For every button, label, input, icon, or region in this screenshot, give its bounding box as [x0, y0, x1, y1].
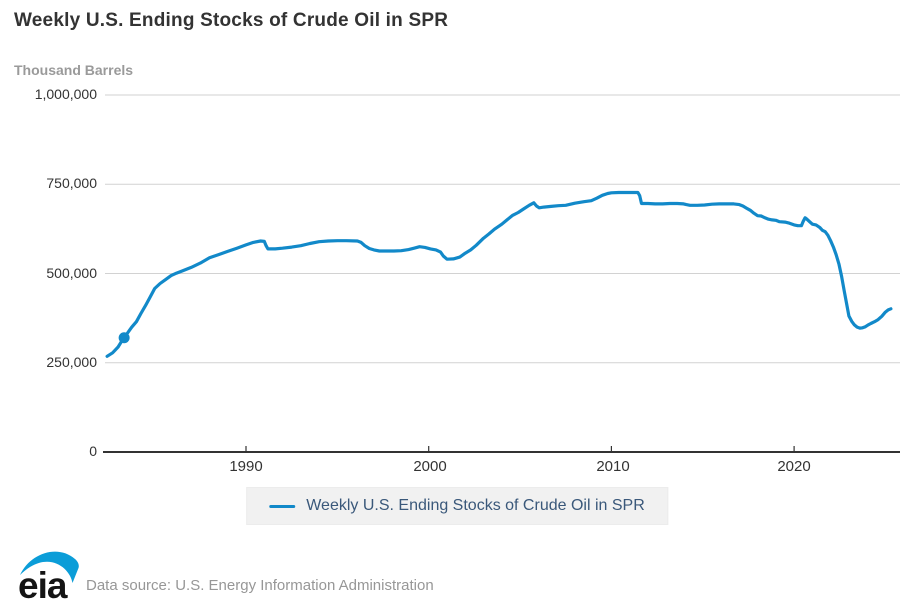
eia-logo-letters: eia [18, 565, 68, 602]
x-axis-label-2020: 2020 [777, 458, 811, 475]
eia-logo[interactable]: eia [18, 546, 84, 602]
chart-title: Weekly U.S. Ending Stocks of Crude Oil i… [14, 10, 449, 31]
y-axis-label-0: 0 [89, 443, 97, 459]
y-axis-label-500000: 500,000 [46, 265, 97, 281]
legend-item[interactable]: Weekly U.S. Ending Stocks of Crude Oil i… [246, 487, 668, 525]
x-axis-label-1990: 1990 [229, 458, 263, 475]
y-axis-label-250000: 250,000 [46, 354, 97, 370]
y-axis-label-1000000: 1,000,000 [34, 86, 97, 102]
y-axis-label-750000: 750,000 [46, 175, 97, 191]
series-point-marker[interactable] [118, 332, 130, 344]
x-axis-label-2010: 2010 [596, 458, 630, 475]
legend-line-swatch [269, 504, 296, 508]
data-source-text: Data source: U.S. Energy Information Adm… [86, 577, 434, 594]
eia-logo-swoosh-icon [20, 551, 79, 583]
chart-subtitle-units: Thousand Barrels [14, 62, 134, 78]
series-line [105, 190, 893, 358]
legend-label: Weekly U.S. Ending Stocks of Crude Oil i… [306, 497, 645, 514]
x-axis-label-2000: 2000 [413, 458, 447, 475]
